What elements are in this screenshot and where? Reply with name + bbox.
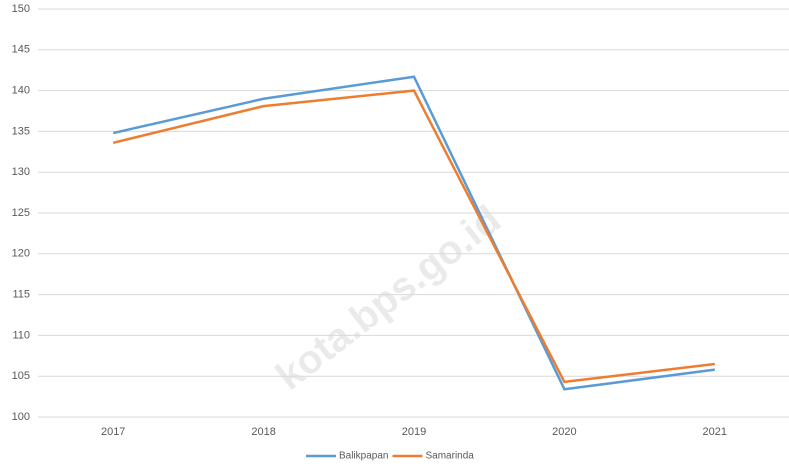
y-tick-label: 140 — [12, 85, 30, 97]
x-tick-label: 2017 — [101, 426, 125, 438]
y-tick-label: 115 — [12, 289, 30, 301]
y-tick-label: 125 — [12, 207, 30, 219]
x-tick-label: 2021 — [703, 426, 727, 438]
line-series — [112, 75, 715, 391]
y-tick-label: 105 — [12, 370, 30, 382]
y-tick-label: 150 — [12, 3, 30, 15]
line-series — [112, 89, 715, 384]
x-tick-label: 2020 — [552, 426, 576, 438]
legend-label: Samarinda — [425, 451, 474, 462]
y-tick-label: 145 — [12, 44, 30, 56]
legend-label: Balikpapan — [339, 451, 388, 462]
y-tick-label: 120 — [12, 248, 30, 260]
x-tick-label: 2018 — [251, 426, 275, 438]
y-tick-label: 130 — [12, 166, 30, 178]
y-tick-label: 135 — [12, 125, 30, 137]
y-tick-label: 100 — [12, 411, 30, 423]
watermark: kota.bps.go.id — [268, 197, 509, 399]
x-tick-label: 2019 — [402, 426, 426, 438]
y-tick-label: 110 — [12, 329, 30, 341]
